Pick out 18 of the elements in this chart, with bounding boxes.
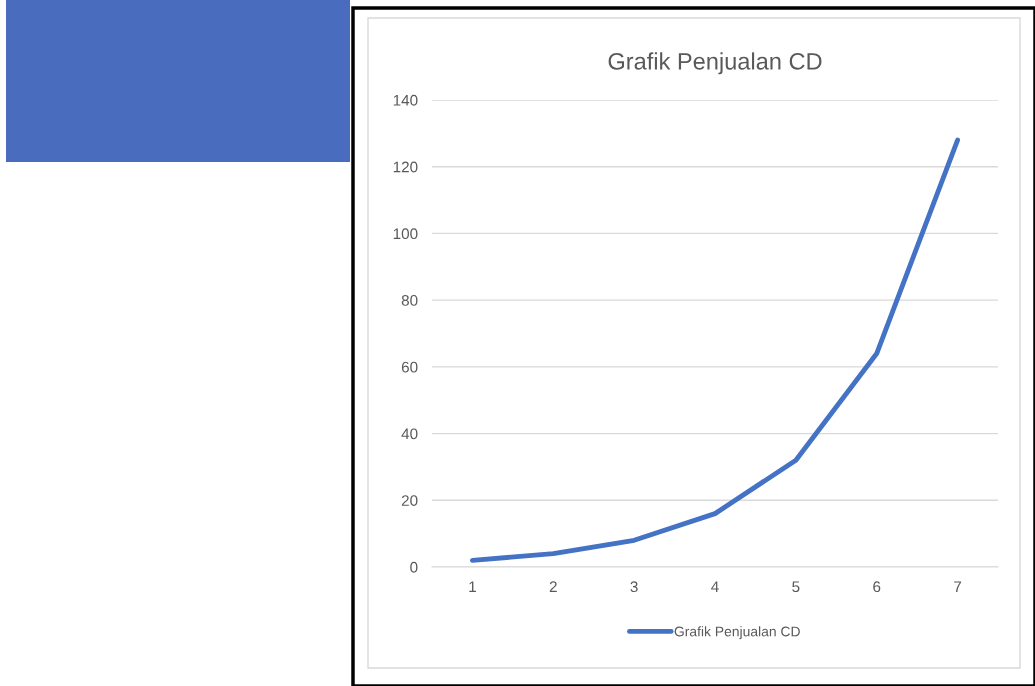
y-tick-label: 80 xyxy=(401,295,418,306)
y-tick-label: 140 xyxy=(393,94,418,106)
x-tick-label: 6 xyxy=(873,581,881,593)
y-tick-label: 0 xyxy=(410,561,418,573)
chart-title: Grafik Penjualan CD xyxy=(608,52,822,75)
x-tick-label: 1 xyxy=(469,581,476,592)
legend-label: Grafik Penjualan CD xyxy=(674,626,800,640)
x-tick-label: 4 xyxy=(711,581,719,592)
y-tick-label: 120 xyxy=(393,161,418,173)
x-tick-label: 2 xyxy=(549,581,557,592)
y-tick-label: 20 xyxy=(401,495,418,506)
y-tick-label: 40 xyxy=(401,428,418,440)
x-tick-label: 3 xyxy=(630,581,638,593)
y-tick-label: 100 xyxy=(393,228,418,240)
x-tick-label: 5 xyxy=(792,581,800,593)
x-tick-label: 7 xyxy=(954,581,962,592)
y-tick-label: 60 xyxy=(401,361,418,373)
line-series xyxy=(470,137,960,563)
